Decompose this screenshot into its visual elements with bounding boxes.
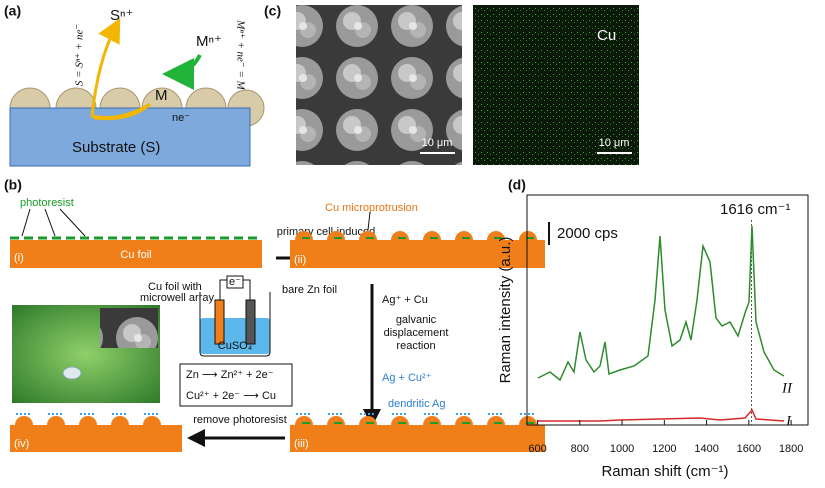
pointer: [367, 211, 371, 231]
scale-label: 10 μm: [422, 137, 453, 149]
plot-frame: [526, 194, 809, 426]
shape: [111, 416, 129, 434]
inset: [100, 308, 158, 348]
reactants: Ag⁺ + Cu: [382, 294, 428, 306]
scale-label: 10 μm: [776, 137, 807, 149]
substrate: [9, 107, 251, 167]
ion-label: Mⁿ⁺: [196, 33, 222, 50]
step-label: (ii): [294, 254, 306, 266]
scale-label: 10 μm: [599, 137, 630, 149]
sem-image: [296, 5, 462, 165]
zn-electrode: [245, 299, 256, 345]
x-axis-label: Raman shift (cm⁻¹): [601, 463, 728, 480]
arrow: [93, 102, 152, 121]
electron-label: ne⁻: [172, 112, 190, 124]
shape: [487, 416, 505, 434]
reaction-name: galvanic: [396, 314, 437, 326]
reaction-name: reaction: [396, 340, 435, 352]
x-tick-label: 1800: [779, 443, 803, 455]
shape: [455, 416, 473, 434]
shape: [226, 275, 244, 289]
reaction-box: [179, 363, 293, 407]
reaction: Zn ⟶ Zn²⁺ + 2e⁻: [186, 369, 274, 381]
ion-label: Sⁿ⁺: [110, 7, 133, 24]
shape: [15, 416, 33, 434]
shape: [295, 231, 313, 249]
shape: [47, 416, 65, 434]
panel-label: (c): [264, 3, 281, 19]
spectrum-ii: [537, 225, 785, 382]
shape: [359, 416, 377, 434]
microprotrusions: [290, 231, 545, 268]
shape: [423, 416, 441, 434]
deposit-label: M: [155, 87, 168, 104]
beaker: [199, 292, 271, 357]
shape: [391, 231, 409, 249]
equation: S = Sⁿ⁺ + ne⁻: [74, 24, 86, 86]
shape: [487, 231, 505, 249]
electron-label: e⁻: [229, 276, 241, 288]
cu-map: [473, 5, 639, 165]
panel-b: (b) photoresist Cu foil (i) primary cell…: [4, 177, 545, 452]
x-tick-label: 1600: [737, 443, 761, 455]
shape: [295, 416, 313, 434]
shape: [359, 231, 377, 249]
shape: [455, 231, 473, 249]
pointer: [21, 208, 86, 237]
curve-label: I: [785, 413, 792, 429]
shape: [79, 416, 97, 434]
panel-label: (a): [4, 3, 21, 19]
cell-label: bare Zn foil: [282, 284, 337, 296]
shape: [519, 231, 537, 249]
equation: Mⁿ⁺ + ne⁻ = M: [234, 19, 246, 90]
x-tick-label: 1400: [694, 443, 718, 455]
x-tick-label: 1200: [652, 443, 676, 455]
reaction: Cu²⁺ + 2e⁻ ⟶ Cu: [186, 390, 276, 402]
spectrum-i: [538, 408, 785, 422]
foil-label: Cu foil: [120, 249, 151, 261]
cell-label: microwell array: [140, 292, 214, 304]
panel-a: (a) Substrate (S) M Sⁿ⁺ Mⁿ⁺ ne⁻ S = Sⁿ⁺ …: [4, 3, 265, 167]
panel-d: (d) Raman intensity (a.u.) Raman shift (…: [497, 177, 809, 480]
arrow: [90, 18, 151, 119]
cu-foil: [10, 240, 262, 268]
shape: [62, 366, 82, 380]
products: Ag + Cu²⁺: [382, 372, 432, 384]
x-tick-label: 1000: [610, 443, 634, 455]
shape: [143, 416, 161, 434]
shape: [327, 231, 345, 249]
map-label: Cu: [597, 27, 616, 44]
cu-electrode: [214, 299, 225, 345]
peak-label: 1616 cm⁻¹: [720, 201, 790, 218]
step-label: (iv): [14, 438, 29, 450]
shape: [423, 231, 441, 249]
shape: [391, 416, 409, 434]
shape: [327, 416, 345, 434]
panel-label: (b): [4, 177, 22, 193]
group: [10, 416, 182, 452]
photoresist-label: photoresist: [20, 197, 74, 209]
panel-c: (c) Cu Ag 10 μm 10 μm 10 μm: [264, 3, 816, 165]
arrow-label: remove photoresist: [193, 414, 287, 426]
dendrite-label: dendritic Ag: [388, 398, 445, 410]
step-label: (iii): [294, 438, 309, 450]
microprotrusion-label: Cu microprotrusion: [325, 202, 418, 214]
electrolyte-label: CuSO₄: [218, 340, 253, 352]
group: [290, 416, 545, 452]
y-axis-label: Raman intensity (a.u.): [497, 237, 514, 384]
x-tick-label: 600: [528, 443, 546, 455]
map-label: Ag: [778, 27, 796, 44]
cell-label: Cu foil with: [148, 281, 202, 293]
scale-label: 2000 cps: [557, 225, 618, 242]
panel-label: (d): [508, 177, 526, 193]
substrate-label: Substrate (S): [72, 139, 160, 156]
step-label: (i): [14, 252, 24, 264]
reaction-name: displacement: [384, 327, 449, 339]
x-tick-label: 800: [571, 443, 589, 455]
curve-label: II: [781, 380, 793, 396]
arrow: [162, 54, 202, 90]
